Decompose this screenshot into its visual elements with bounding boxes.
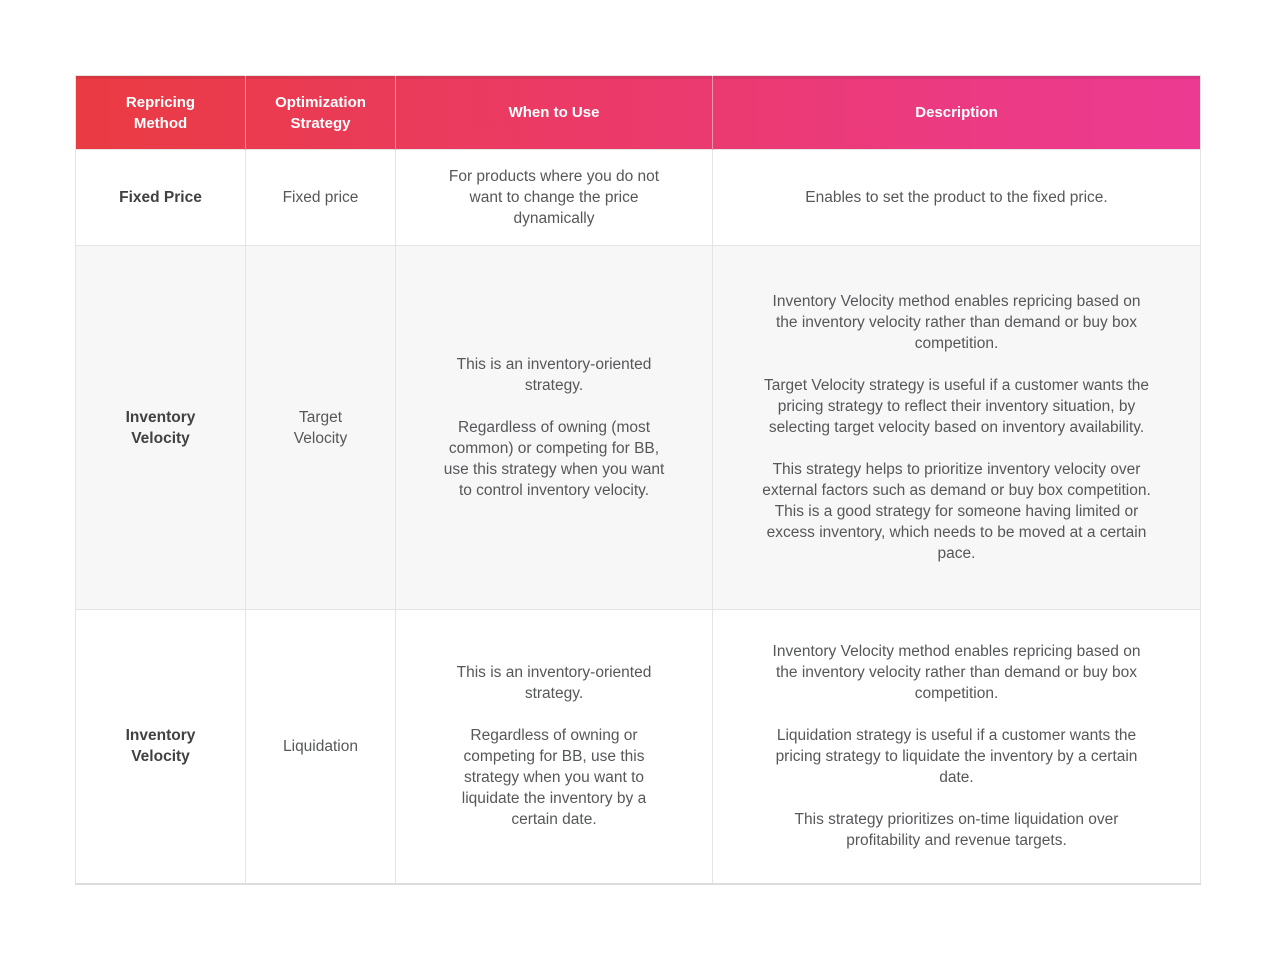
column-header-optimization-strategy: Optimization Strategy <box>245 75 396 150</box>
cell-description: Inventory Velocity method enables repric… <box>712 245 1201 610</box>
cell-paragraph: This is an inventory-oriented strategy. <box>456 356 652 394</box>
column-header-label: When to Use <box>508 104 600 121</box>
cell-paragraph: Target Velocity strategy is useful if a … <box>763 377 1150 436</box>
cell-paragraph: This strategy helps to prioritize invent… <box>762 461 1151 562</box>
cell-when-to-use: For products where you do not want to ch… <box>395 149 713 246</box>
cell-repricing-method: Inventory Velocity <box>75 609 246 885</box>
repricing-table-container: Repricing Method Optimization Strategy Whe… <box>75 75 1201 885</box>
cell-value: Inventory Velocity <box>125 408 196 447</box>
column-header-description: Description <box>712 75 1201 150</box>
cell-description: Inventory Velocity method enables repric… <box>712 609 1201 885</box>
repricing-methods-table: Repricing Method Optimization Strategy Whe… <box>75 75 1201 885</box>
table-row: Inventory Velocity Target Velocity This is… <box>75 245 1201 610</box>
cell-optimization-strategy: Liquidation <box>245 609 396 885</box>
table-header-row: Repricing Method Optimization Strategy Whe… <box>75 75 1201 150</box>
cell-paragraph: For products where you do not want to ch… <box>448 168 660 227</box>
cell-repricing-method: Inventory Velocity <box>75 245 246 610</box>
cell-value: Target Velocity <box>293 408 348 447</box>
cell-repricing-method: Fixed Price <box>75 149 246 246</box>
column-header-when-to-use: When to Use <box>395 75 713 150</box>
cell-paragraph: Enables to set the product to the fixed … <box>805 189 1108 206</box>
table-row: Fixed Price Fixed price For products where… <box>75 149 1201 246</box>
cell-optimization-strategy: Fixed price <box>245 149 396 246</box>
column-header-repricing-method: Repricing Method <box>76 76 246 150</box>
cell-value: Liquidation <box>283 737 358 755</box>
table-head: Repricing Method Optimization Strategy Whe… <box>75 75 1201 150</box>
column-header-label: Description <box>915 104 998 121</box>
cell-value: Inventory Velocity <box>125 727 196 766</box>
cell-description: Enables to set the product to the fixed … <box>712 149 1201 246</box>
cell-optimization-strategy: Target Velocity <box>245 245 396 610</box>
column-header-label: Optimization Strategy <box>275 93 366 132</box>
cell-paragraph: Inventory Velocity method enables repric… <box>772 293 1141 352</box>
cell-when-to-use: This is an inventory-oriented strategy. R… <box>395 245 713 610</box>
cell-paragraph: Regardless of owning or competing for BB… <box>461 727 647 829</box>
cell-paragraph: Inventory Velocity method enables repric… <box>772 643 1141 703</box>
cell-paragraph: This is an inventory-oriented strategy. <box>456 664 652 703</box>
table-body: Fixed Price Fixed price For products where… <box>75 149 1201 885</box>
cell-value: Fixed Price <box>119 189 202 206</box>
column-header-label: Repricing Method <box>125 93 196 132</box>
cell-when-to-use: This is an inventory-oriented strategy. R… <box>395 609 713 885</box>
table-row: Inventory Velocity Liquidation This is an … <box>75 609 1201 885</box>
cell-paragraph: Liquidation strategy is useful if a cust… <box>775 727 1138 787</box>
cell-paragraph: This strategy prioritizes on-time liquid… <box>794 811 1119 850</box>
cell-value: Fixed price <box>282 189 359 206</box>
cell-paragraph: Regardless of owning (most common) or co… <box>443 419 665 499</box>
